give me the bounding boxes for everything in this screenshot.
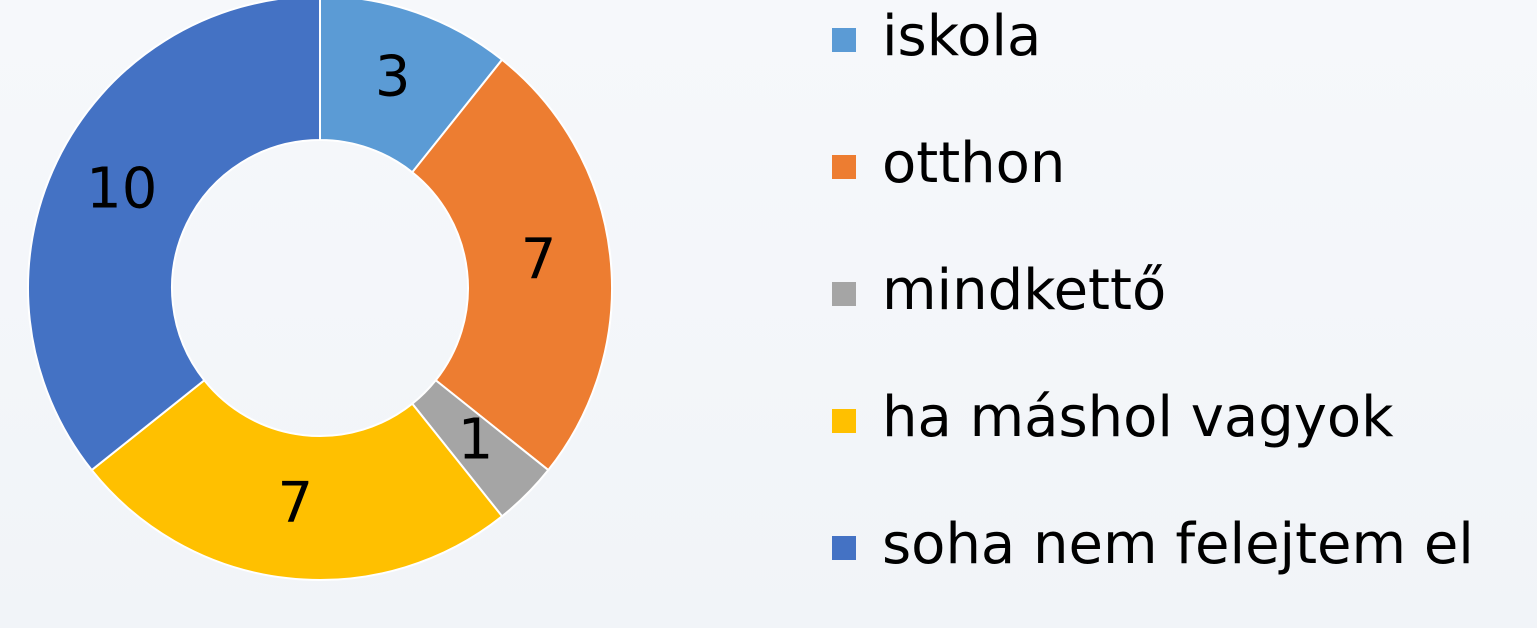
data-label: 7 [278, 471, 314, 536]
legend-label: otthon [882, 131, 1065, 196]
slice [27, 0, 321, 472]
data-label: 1 [458, 408, 494, 473]
legend-swatch [832, 155, 856, 179]
legend-label: iskola [882, 4, 1041, 69]
legend-label: ha máshol vagyok [882, 385, 1394, 450]
legend-swatch [832, 282, 856, 306]
slice [90, 378, 504, 581]
data-label: 10 [86, 157, 157, 222]
legend-label: mindkettő [882, 258, 1166, 323]
legend-swatch [832, 536, 856, 560]
legend-label: soha nem felejtem el [882, 512, 1474, 577]
data-label: 3 [375, 44, 411, 109]
data-label: 7 [521, 228, 557, 293]
legend-swatch [832, 409, 856, 433]
legend-swatch [832, 28, 856, 52]
slice [410, 58, 613, 472]
